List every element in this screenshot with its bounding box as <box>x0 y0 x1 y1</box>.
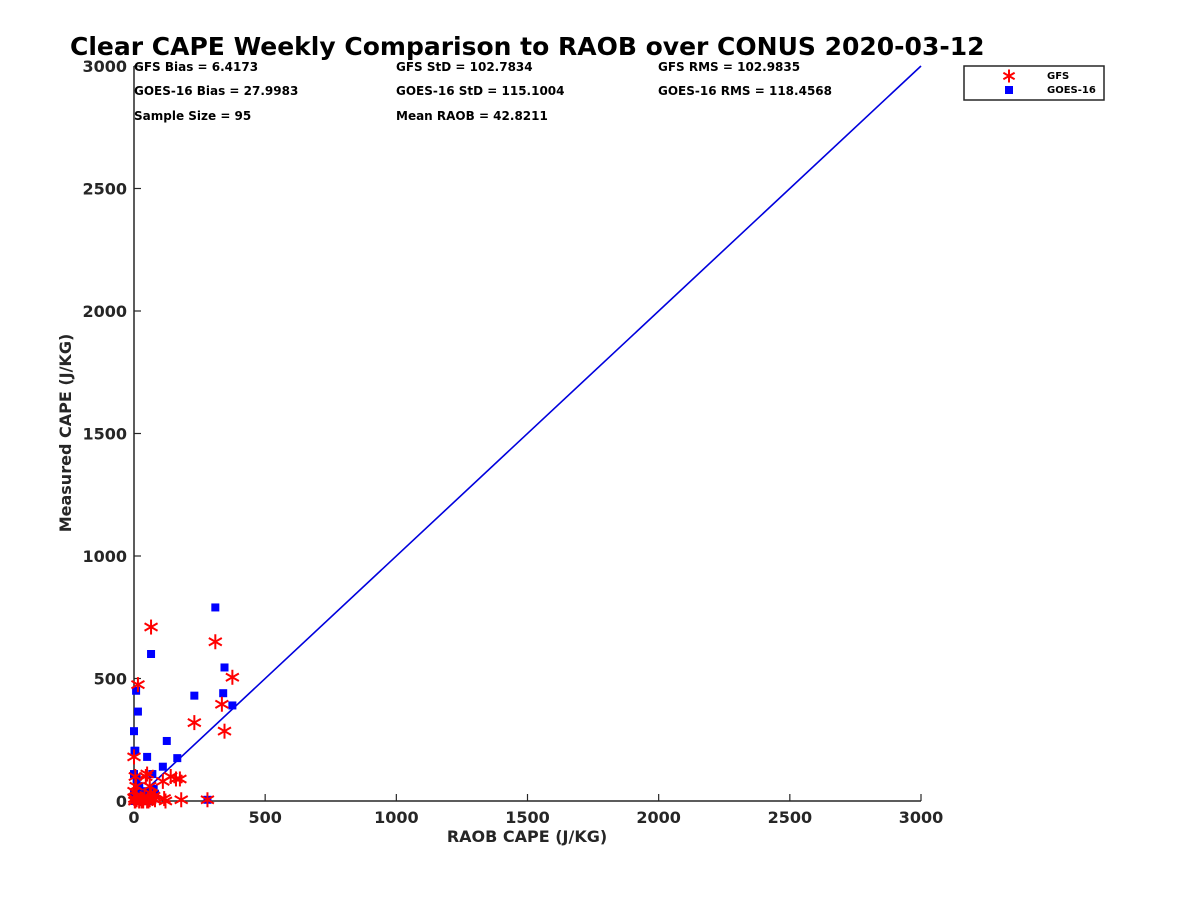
x-axis-label: RAOB CAPE (J/KG) <box>447 827 607 846</box>
goes-std-stat: GOES-16 StD = 115.1004 <box>396 84 565 98</box>
y-tick-label: 1500 <box>82 425 127 444</box>
legend-goes-label: GOES-16 <box>1047 85 1096 96</box>
goes16-point <box>147 650 156 658</box>
goes16-point <box>148 770 157 779</box>
goes-rms-stat: GOES-16 RMS = 118.4568 <box>658 84 832 98</box>
gfs-bias-stat: GFS Bias = 6.4173 <box>134 60 258 74</box>
gfs-rms-stat: GFS RMS = 102.9835 <box>658 60 800 74</box>
gfs-point <box>200 792 215 808</box>
x-ticks: 0 500 1000 1500 2000 2500 3000 <box>128 794 943 827</box>
legend-goes-marker <box>1005 86 1013 94</box>
y-tick-label: 3000 <box>82 57 127 76</box>
goes16-point <box>143 752 152 761</box>
legend-gfs-marker <box>1002 69 1016 83</box>
gfs-point <box>144 619 159 635</box>
x-tick-label: 0 <box>128 808 139 827</box>
goes16-point <box>211 603 220 612</box>
goes16-point <box>219 689 228 698</box>
goes16-point <box>133 707 142 716</box>
y-tick-label: 2500 <box>82 180 127 199</box>
y-tick-label: 500 <box>94 670 127 689</box>
goes16-point <box>131 746 140 755</box>
goes16-point <box>135 782 144 791</box>
legend-gfs-label: GFS <box>1047 71 1069 82</box>
gfs-point <box>140 766 155 782</box>
gfs-point <box>208 634 223 650</box>
goes16-point <box>132 686 141 695</box>
x-tick-label: 1500 <box>505 808 550 827</box>
gfs-point <box>130 677 145 693</box>
gfs-point <box>140 793 155 809</box>
gfs-std-stat: GFS StD = 102.7834 <box>396 60 533 74</box>
gfs-point <box>187 715 202 731</box>
mean-raob-stat: Mean RAOB = 42.8211 <box>396 109 548 123</box>
gfs-point <box>225 669 240 685</box>
one-to-one-line <box>133 65 922 802</box>
x-tick-label: 500 <box>248 808 281 827</box>
gfs-point <box>217 723 232 739</box>
y-tick-label: 2000 <box>82 302 127 321</box>
gfs-point <box>128 793 143 809</box>
goes16-point <box>228 701 237 710</box>
x-tick-label: 2000 <box>636 808 681 827</box>
chart-title: Clear CAPE Weekly Comparison to RAOB ove… <box>70 32 985 61</box>
gfs-point <box>172 771 187 787</box>
goes16-point <box>158 762 167 771</box>
gfs-point <box>157 791 172 807</box>
gfs-point <box>155 773 170 789</box>
sample-size-stat: Sample Size = 95 <box>134 109 251 123</box>
y-tick-label: 0 <box>116 792 127 811</box>
x-tick-label: 1000 <box>374 808 419 827</box>
gfs-point <box>158 793 173 809</box>
gfs-point <box>127 783 141 799</box>
goes16-point <box>220 663 229 672</box>
y-tick-label: 1000 <box>82 547 127 566</box>
goes16-point <box>162 736 171 745</box>
gfs-point <box>142 778 157 794</box>
gfs-point <box>127 749 141 765</box>
legend: GFS GOES-16 <box>963 65 1105 101</box>
stats-block: GFS Bias = 6.4173 GFS StD = 102.7834 GFS… <box>134 60 832 123</box>
gfs-series <box>127 619 240 809</box>
gfs-point <box>214 696 229 712</box>
goes-bias-stat: GOES-16 Bias = 27.9983 <box>134 84 298 98</box>
gfs-point <box>174 792 189 808</box>
legend-box <box>963 65 1105 101</box>
goes16-point <box>130 727 138 736</box>
goes16-point <box>130 770 138 779</box>
x-tick-label: 2500 <box>768 808 813 827</box>
legend-gfs-asterisk <box>1002 69 1016 83</box>
goes16-point <box>173 754 182 763</box>
y-ticks: 0 500 1000 1500 2000 2500 3000 <box>82 57 141 811</box>
y-axis-label: Measured CAPE (J/KG) <box>56 334 75 533</box>
x-tick-label: 3000 <box>899 808 944 827</box>
goes16-point <box>190 691 199 700</box>
